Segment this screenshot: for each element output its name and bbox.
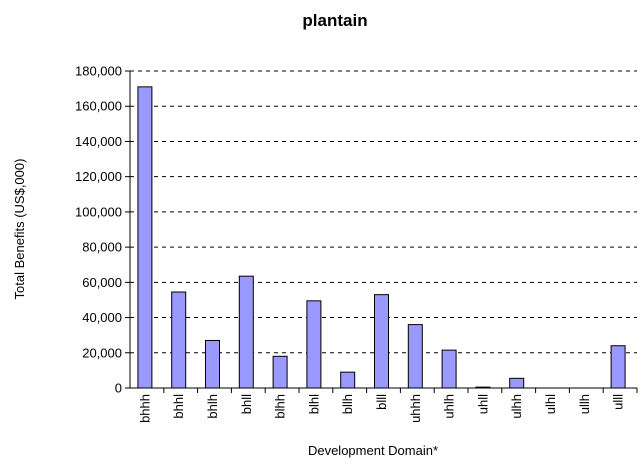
y-tick-label: 0 <box>115 381 122 396</box>
y-tick-label: 100,000 <box>75 204 122 219</box>
bar <box>171 291 187 389</box>
bar <box>441 349 457 389</box>
x-tick-label: blhl <box>306 394 321 414</box>
x-tick-label: ulhl <box>543 394 558 414</box>
bar <box>238 275 254 389</box>
bar <box>272 355 288 389</box>
x-tick-label: uhhh <box>408 394 423 423</box>
bars <box>137 86 626 389</box>
y-tick-label: 20,000 <box>82 345 122 360</box>
bar <box>407 324 423 389</box>
bar <box>137 86 153 389</box>
bar <box>340 371 356 389</box>
y-tick-label: 160,000 <box>75 99 122 114</box>
bar <box>306 300 322 389</box>
x-axis-title: Development Domain* <box>308 443 438 458</box>
x-tick-label: bllh <box>340 394 355 414</box>
y-tick-label: 140,000 <box>75 134 122 149</box>
bar <box>205 339 220 389</box>
x-tick-labels: bhhh bhhl bhlh bhll blhh blhl bllh blll uhhh uhlh… <box>137 394 625 423</box>
y-tick-label: 180,000 <box>75 64 122 79</box>
chart-title: plantain <box>302 11 367 30</box>
y-tick-labels: 0 20,000 40,000 60,000 80,000 100,000 120,000 1… <box>75 64 122 396</box>
x-tick-label: ulhh <box>509 394 524 419</box>
axes <box>125 70 638 393</box>
y-tick-label: 60,000 <box>82 275 122 290</box>
x-tick-label: bhlh <box>205 394 220 419</box>
x-tick-label: bhhl <box>171 394 186 419</box>
x-tick-label: ulll <box>611 394 626 410</box>
y-axis-title: Total Benefits (US$,000) <box>12 159 27 300</box>
y-tick-label: 40,000 <box>82 310 122 325</box>
x-tick-label: uhlh <box>442 394 457 419</box>
bar <box>374 294 389 389</box>
x-tick-label: bhll <box>239 394 254 414</box>
x-tick-label: blll <box>374 394 389 410</box>
x-tick-label: blhh <box>273 394 288 419</box>
bar <box>509 377 525 389</box>
bar <box>610 345 626 389</box>
y-tick-label: 80,000 <box>82 240 122 255</box>
x-tick-label: ullh <box>577 394 592 414</box>
x-tick-label: bhhh <box>137 394 152 423</box>
x-tick-label: uhll <box>475 394 490 414</box>
y-tick-label: 120,000 <box>75 169 122 184</box>
